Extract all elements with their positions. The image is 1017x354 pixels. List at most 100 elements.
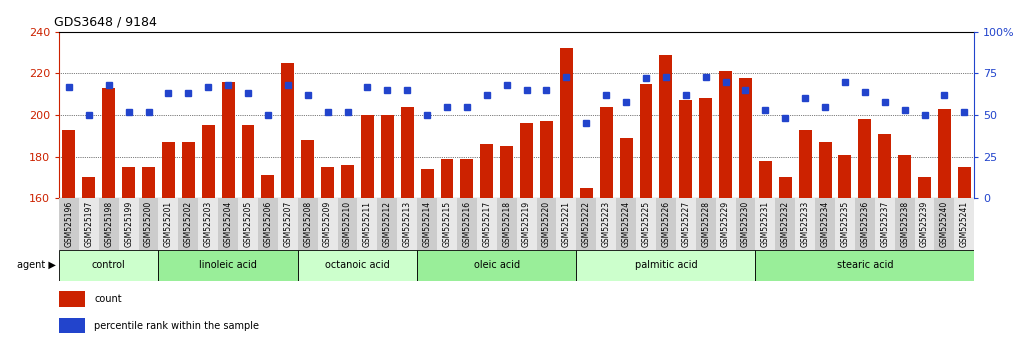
Bar (577, 198, 596, 250)
Bar (815, 198, 835, 250)
Text: GSM525203: GSM525203 (203, 201, 213, 247)
Bar (500, 146, 514, 198)
Bar (739, 78, 752, 198)
Bar (756, 198, 775, 250)
Bar (855, 198, 875, 250)
Text: octanoic acid: octanoic acid (325, 261, 390, 270)
Bar (238, 198, 258, 250)
Text: stearic acid: stearic acid (837, 261, 893, 270)
Text: GSM525233: GSM525233 (800, 201, 810, 247)
Text: GSM525210: GSM525210 (343, 201, 352, 247)
Bar (222, 82, 235, 198)
Bar (398, 198, 417, 250)
Text: count: count (95, 294, 122, 304)
Text: GSM525232: GSM525232 (781, 201, 790, 247)
Text: GSM525221: GSM525221 (561, 201, 571, 247)
Text: GSM525224: GSM525224 (621, 201, 631, 247)
Bar (99, 198, 119, 250)
Text: GDS3648 / 9184: GDS3648 / 9184 (54, 15, 157, 28)
Bar (298, 250, 417, 281)
Text: linoleic acid: linoleic acid (199, 261, 257, 270)
Text: GSM525208: GSM525208 (303, 201, 312, 247)
Bar (537, 198, 556, 250)
Text: agent ▶: agent ▶ (17, 261, 56, 270)
Bar (361, 115, 374, 198)
Text: GSM525213: GSM525213 (403, 201, 412, 247)
Bar (935, 198, 954, 250)
Bar (437, 198, 457, 250)
Bar (182, 142, 195, 198)
Bar (219, 198, 238, 250)
Bar (59, 291, 84, 307)
Text: GSM525228: GSM525228 (701, 201, 710, 247)
Bar (496, 198, 517, 250)
Text: GSM525205: GSM525205 (243, 201, 252, 247)
Bar (103, 88, 115, 198)
Bar (798, 130, 812, 198)
Bar (201, 125, 215, 198)
Text: GSM525196: GSM525196 (64, 201, 73, 247)
Bar (421, 169, 433, 198)
Text: GSM525237: GSM525237 (881, 201, 889, 247)
Text: GSM525214: GSM525214 (423, 201, 431, 247)
Bar (676, 198, 696, 250)
Bar (938, 109, 951, 198)
Bar (321, 167, 334, 198)
Bar (138, 198, 159, 250)
Bar (640, 84, 653, 198)
Bar (520, 123, 533, 198)
Text: GSM525222: GSM525222 (582, 201, 591, 247)
Text: GSM525217: GSM525217 (482, 201, 491, 247)
Bar (79, 198, 99, 250)
Bar (59, 198, 79, 250)
Bar (719, 72, 732, 198)
Bar (716, 198, 735, 250)
Bar (162, 142, 175, 198)
Bar (619, 138, 633, 198)
Bar (819, 142, 832, 198)
Bar (59, 318, 84, 333)
Bar (596, 198, 616, 250)
Bar (756, 250, 974, 281)
Text: GSM525226: GSM525226 (661, 201, 670, 247)
Bar (656, 198, 676, 250)
Text: oleic acid: oleic acid (474, 261, 520, 270)
Bar (775, 198, 795, 250)
Bar (178, 198, 198, 250)
Bar (835, 198, 855, 250)
Bar (440, 159, 454, 198)
Bar (659, 55, 672, 198)
Bar (119, 198, 138, 250)
Bar (560, 48, 573, 198)
Bar (298, 198, 317, 250)
Text: GSM525230: GSM525230 (741, 201, 750, 247)
Text: GSM525227: GSM525227 (681, 201, 691, 247)
Bar (357, 198, 377, 250)
Bar (258, 198, 278, 250)
Bar (875, 198, 895, 250)
Text: GSM525201: GSM525201 (164, 201, 173, 247)
Text: GSM525220: GSM525220 (542, 201, 551, 247)
Bar (600, 107, 612, 198)
Text: GSM525202: GSM525202 (184, 201, 193, 247)
Bar (282, 63, 294, 198)
Bar (517, 198, 537, 250)
Bar (838, 155, 851, 198)
Bar (377, 198, 398, 250)
Bar (457, 198, 477, 250)
Text: GSM525223: GSM525223 (602, 201, 610, 247)
Bar (895, 198, 914, 250)
Bar (62, 130, 75, 198)
Text: GSM525236: GSM525236 (860, 201, 870, 247)
Bar (858, 119, 872, 198)
Text: GSM525239: GSM525239 (920, 201, 930, 247)
Bar (914, 198, 935, 250)
Bar (278, 198, 298, 250)
Text: GSM525234: GSM525234 (821, 201, 830, 247)
Text: palmitic acid: palmitic acid (635, 261, 698, 270)
Bar (198, 198, 219, 250)
Bar (401, 107, 414, 198)
Text: GSM525215: GSM525215 (442, 201, 452, 247)
Text: GSM525231: GSM525231 (761, 201, 770, 247)
Bar (477, 198, 496, 250)
